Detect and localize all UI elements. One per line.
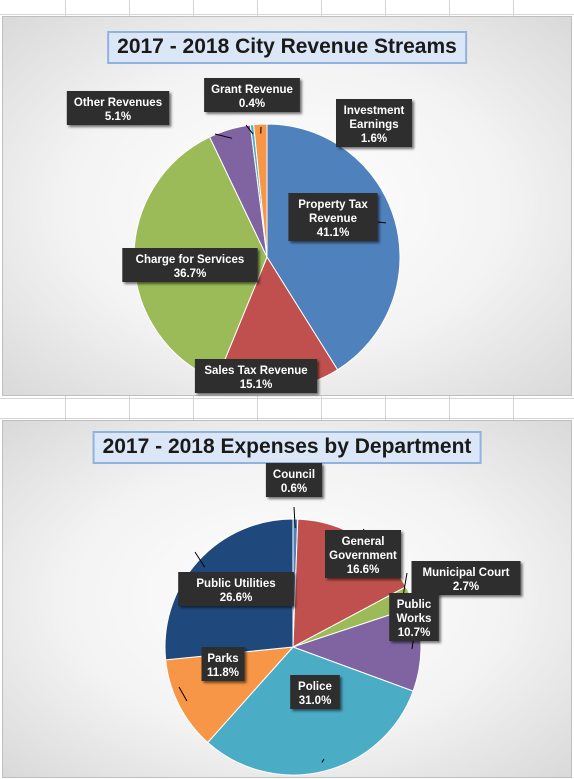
data-label-text: Public: [397, 599, 432, 611]
data-label-text: Investment: [344, 105, 405, 117]
data-label-other-revenues: Other Revenues 5.1%: [67, 91, 169, 125]
data-label-value: 5.1%: [105, 111, 131, 123]
data-label-parks: Parks 11.8%: [202, 647, 245, 681]
data-label-property-tax-revenue: Property Tax Revenue 41.1%: [288, 193, 377, 241]
data-label-municipal-court: Municipal Court 2.7%: [412, 561, 521, 595]
data-label-sales-tax-revenue: Sales Tax Revenue 15.1%: [195, 359, 317, 393]
sheet-gridline: [513, 396, 514, 420]
sheet-gridline: [385, 0, 386, 16]
data-label-police: Police 31.0%: [290, 675, 340, 709]
data-label-text: Works: [397, 613, 432, 625]
data-label-general-government: General Government 16.6%: [325, 530, 401, 578]
sheet-gridline: [129, 0, 130, 16]
data-label-text: Parks: [207, 653, 238, 665]
sheet-gridline: [257, 396, 258, 420]
data-label-text: Sales Tax Revenue: [204, 365, 307, 377]
data-label-text: Charge for Services: [136, 254, 245, 266]
sheet-gridline: [0, 418, 574, 419]
data-label-value: 16.6%: [347, 564, 380, 576]
data-label-grant-revenue: Grant Revenue 0.4%: [204, 78, 300, 112]
data-label-value: 31.0%: [299, 695, 332, 707]
sheet-gridline: [129, 396, 130, 420]
data-label-value: 41.1%: [317, 227, 350, 239]
sheet-gridline: [257, 0, 258, 16]
data-label-text: Government: [329, 550, 397, 562]
sheet-gridline: [513, 0, 514, 16]
sheet-gridline: [193, 0, 194, 16]
data-label-value: 26.6%: [220, 592, 253, 604]
sheet-gridline: [193, 396, 194, 420]
sheet-gridline: [449, 0, 450, 16]
data-label-value: 11.8%: [207, 667, 239, 679]
data-label-public-utilities: Public Utilities 26.6%: [178, 572, 294, 606]
sheet-gridline: [65, 0, 66, 16]
data-label-value: 0.6%: [281, 483, 307, 495]
data-label-text: Other Revenues: [74, 97, 162, 109]
sheet-gridline: [321, 0, 322, 16]
data-label-text: Public Utilities: [196, 578, 275, 590]
data-label-text: General: [342, 536, 385, 548]
revenue-chart-panel[interactable]: 2017 - 2018 City Revenue Streams Propert…: [2, 16, 572, 396]
data-label-text: Property Tax: [298, 199, 368, 211]
sheet-gridline: [449, 396, 450, 420]
data-label-charge-for-services: Charge for Services 36.7%: [122, 248, 257, 282]
data-label-text: Grant Revenue: [211, 84, 293, 96]
data-label-text: Revenue: [309, 213, 357, 225]
data-label-council: Council 0.6%: [266, 463, 322, 497]
data-label-investment-earnings: Investment Earnings 1.6%: [336, 99, 412, 147]
sheet-gridline: [0, 398, 574, 399]
data-label-value: 10.7%: [398, 627, 431, 639]
expenses-chart-panel[interactable]: 2017 - 2018 Expenses by Department Counc…: [2, 420, 572, 778]
revenue-pie-chart: Property Tax Revenue 41.1% Sales Tax Revenu…: [3, 17, 573, 397]
sheet-gridline: [65, 396, 66, 420]
data-label-text: Earnings: [349, 119, 398, 131]
data-label-value: 36.7%: [174, 268, 207, 280]
data-label-public-works: Public Works 10.7%: [389, 593, 439, 641]
sheet-gridline: [385, 396, 386, 420]
data-label-value: 0.4%: [239, 98, 265, 110]
data-label-value: 2.7%: [453, 581, 479, 593]
data-label-value: 1.6%: [361, 133, 387, 145]
expenses-pie-chart: Council 0.6% General Government 16.6% Municip…: [3, 421, 573, 779]
data-label-value: 15.1%: [240, 379, 273, 391]
data-label-text: Council: [273, 469, 315, 481]
data-label-text: Police: [298, 681, 332, 693]
sheet-gridline: [321, 396, 322, 420]
sheet-gridline: [0, 14, 574, 15]
data-label-text: Municipal Court: [423, 567, 510, 579]
